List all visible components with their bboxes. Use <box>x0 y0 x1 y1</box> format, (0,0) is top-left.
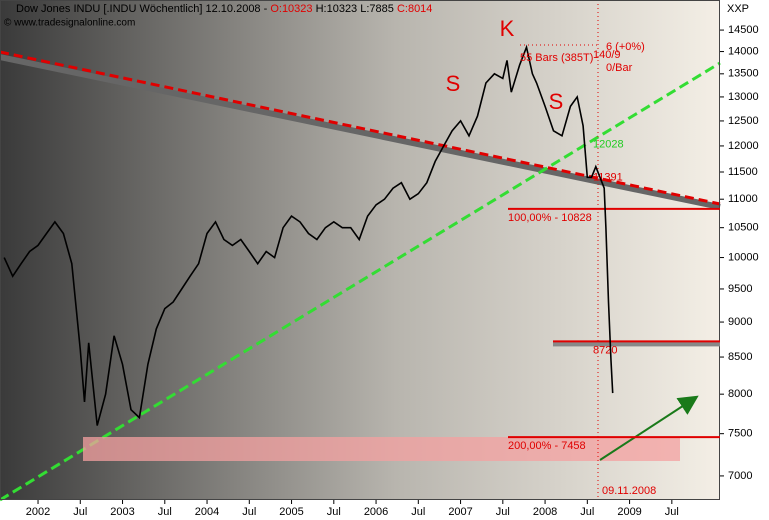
x-tick-label: 2007 <box>448 506 472 518</box>
pattern-label: K <box>500 16 515 41</box>
x-tick-label: 2003 <box>110 506 134 518</box>
x-tick-label: 2005 <box>279 506 303 518</box>
y-tick-label: 14000 <box>728 45 759 57</box>
arrow <box>599 395 699 461</box>
y-tick-label: 7500 <box>728 428 752 440</box>
title-part: H:10323 <box>313 3 358 15</box>
y-tick-label: 7000 <box>728 470 752 482</box>
annotation: 55 Bars (385T) <box>520 52 593 64</box>
x-tick-label: Jul <box>73 506 87 518</box>
x-tick-label: 2002 <box>26 506 50 518</box>
x-tick-label: 2008 <box>533 506 557 518</box>
y-tick-label: 8500 <box>728 351 752 363</box>
x-tick-label: 2006 <box>364 506 388 518</box>
level-label: 8720 <box>593 344 617 356</box>
y-tick-label: 12000 <box>728 140 759 152</box>
annotation: 6 (+0%) <box>606 41 645 53</box>
y-tick-label: 10500 <box>728 222 759 234</box>
pattern-label: S <box>549 89 564 114</box>
title-part: Dow Jones INDU [.INDU Wöchentlich] 12.10… <box>16 3 270 15</box>
y-tick-label: 11500 <box>728 166 758 178</box>
y-tick-label: 9000 <box>728 316 752 328</box>
y-unit-label: XXP <box>727 3 749 15</box>
x-tick-label: Jul <box>411 506 425 518</box>
y-tick-label: 13500 <box>728 68 759 80</box>
level-label: 100,00% - 10828 <box>508 212 592 224</box>
x-tick-label: Jul <box>580 506 594 518</box>
resistance-trendline <box>0 50 721 206</box>
x-axis-area <box>0 500 720 520</box>
source: © www.tradesignalonline.com <box>4 18 135 29</box>
price-line <box>3 44 614 426</box>
title: Dow Jones INDU [.INDU Wöchentlich] 12.10… <box>16 3 432 15</box>
annotation: 09.11.2008 <box>602 485 656 497</box>
title-part: O:10323 <box>270 3 312 15</box>
y-tick-label: 11000 <box>728 193 758 205</box>
annotation: 140/9 <box>593 49 621 61</box>
title-text: Dow Jones INDU [.INDU Wöchentlich] 12.10… <box>16 3 432 15</box>
y-tick-label: 14500 <box>728 24 759 36</box>
trend-label: 12028 <box>593 138 624 150</box>
y-tick-label: 10000 <box>728 251 759 263</box>
pattern-label: S <box>446 71 461 96</box>
plot-area <box>0 0 720 500</box>
target-zone <box>83 437 680 461</box>
y-axis-area <box>720 0 769 520</box>
x-tick-label: Jul <box>158 506 172 518</box>
x-tick-label: Jul <box>665 506 679 518</box>
level-label: 200,00% - 7458 <box>508 440 586 452</box>
support-trendline <box>0 61 721 502</box>
channel-line <box>0 54 721 210</box>
y-tick-label: 12500 <box>728 115 759 127</box>
title-part: C:8014 <box>394 3 433 15</box>
x-tick-label: Jul <box>496 506 510 518</box>
plot-border <box>0 0 720 500</box>
trend-label: 11391 <box>593 172 623 184</box>
x-tick-label: Jul <box>327 506 341 518</box>
x-tick-label: Jul <box>242 506 256 518</box>
y-tick-label: 9500 <box>728 283 752 295</box>
x-tick-label: 2004 <box>195 506 219 518</box>
y-tick-label: 13000 <box>728 91 759 103</box>
annotation: 0/Bar <box>606 62 633 74</box>
x-tick-label: 2009 <box>617 506 641 518</box>
y-tick-label: 8000 <box>728 388 752 400</box>
title-part: L:7885 <box>357 3 394 15</box>
level-band <box>553 341 720 347</box>
